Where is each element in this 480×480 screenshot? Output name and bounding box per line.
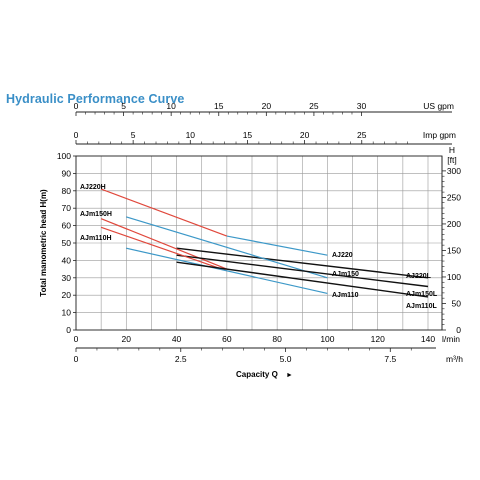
curve-aj220	[226, 235, 328, 256]
left-tick-label: 0	[66, 325, 71, 335]
lpm-tick-label: 100	[320, 334, 334, 344]
curve-ajm110	[126, 247, 328, 295]
right-unit-h: H	[449, 145, 455, 155]
imp-gpm-tick-label: 25	[357, 130, 367, 140]
m3h-tick-label: 5.0	[280, 354, 292, 364]
right-tick-label: 0	[456, 325, 461, 335]
lpm-tick-label: 80	[272, 334, 282, 344]
imp-gpm-label: Imp gpm	[423, 130, 456, 140]
lpm-label: l/min	[442, 334, 460, 344]
left-tick-label: 10	[62, 308, 72, 318]
us-gpm-tick-label: 25	[309, 101, 319, 111]
x-axis-arrow: ►	[286, 372, 293, 379]
right-tick-label: 150	[447, 245, 461, 255]
imp-gpm-tick-label: 5	[131, 130, 136, 140]
x-axis-label: Capacity Q	[236, 370, 278, 379]
left-tick-label: 50	[62, 238, 72, 248]
left-tick-label: 70	[62, 203, 72, 213]
us-gpm-tick-label: 20	[262, 101, 272, 111]
imp-gpm-tick-label: 10	[186, 130, 196, 140]
us-gpm-label: US gpm	[423, 101, 454, 111]
curves	[100, 188, 429, 298]
left-tick-label: 100	[57, 151, 71, 161]
lpm-tick-label: 140	[421, 334, 435, 344]
labels: AJ220H AJ220 AJ220L AJm150H AJm150 AJm150L AJm…	[80, 184, 438, 310]
lpm-tick-label: 0	[74, 334, 79, 344]
left-tick-label: 30	[62, 273, 72, 283]
curve-aj220h	[100, 188, 228, 237]
imp-gpm-tick-label: 0	[74, 130, 79, 140]
imp-gpm-tick-label: 20	[300, 130, 310, 140]
right-unit-ft: [ft]	[447, 155, 456, 165]
series-label-ajm150l: AJm150L	[406, 291, 438, 298]
curve-ajm110l	[176, 261, 429, 298]
series-label-ajm110l: AJm110L	[406, 303, 437, 310]
series-label-aj220h: AJ220H	[80, 184, 106, 191]
left-tick-label: 90	[62, 168, 72, 178]
curve-ajm150l	[176, 254, 429, 288]
us-gpm-tick-label: 15	[214, 101, 224, 111]
axes: 0 5 10 15 20 25 30 US gpm 0 5 10 15 20 25 Imp gpm 0 10 20…	[39, 101, 463, 379]
m3h-tick-label: 0	[74, 354, 79, 364]
curve-ajm150h	[100, 218, 228, 270]
page-title: Hydraulic Performance Curve	[6, 92, 185, 106]
us-gpm-tick-label: 5	[121, 101, 126, 111]
left-tick-label: 40	[62, 255, 72, 265]
us-gpm-tick-label: 10	[166, 101, 176, 111]
lpm-tick-label: 20	[122, 334, 132, 344]
us-gpm-tick-label: 30	[357, 101, 367, 111]
left-tick-label: 20	[62, 290, 72, 300]
m3h-tick-label: 7.5	[384, 354, 396, 364]
curve-aj220l	[176, 247, 429, 279]
lpm-tick-label: 60	[222, 334, 232, 344]
series-label-aj220l: AJ220L	[406, 273, 432, 280]
right-tick-label: 100	[447, 272, 461, 282]
right-tick-label: 300	[447, 166, 461, 176]
left-tick-label: 80	[62, 186, 72, 196]
imp-gpm-tick-label: 15	[243, 130, 253, 140]
right-tick-label: 200	[447, 219, 461, 229]
lpm-tick-label: 120	[371, 334, 385, 344]
series-label-ajm110: AJm110	[332, 292, 359, 299]
series-label-ajm150h: AJm150H	[80, 211, 112, 218]
right-tick-label: 250	[447, 192, 461, 202]
curve-ajm150	[126, 216, 328, 279]
m3h-label: m³/h	[446, 354, 463, 364]
series-label-ajm110h: AJm110H	[80, 235, 112, 242]
left-axis-label: Total manometric head H(m)	[39, 189, 48, 297]
left-tick-label: 60	[62, 221, 72, 231]
curve-ajm110h	[100, 226, 228, 272]
series-label-aj220: AJ220	[332, 252, 353, 259]
right-tick-label: 50	[452, 298, 462, 308]
series-label-ajm150: AJm150	[332, 271, 359, 278]
us-gpm-tick-label: 0	[74, 101, 79, 111]
lpm-tick-label: 40	[172, 334, 182, 344]
grid	[75, 155, 443, 331]
m3h-tick-label: 2.5	[175, 354, 187, 364]
